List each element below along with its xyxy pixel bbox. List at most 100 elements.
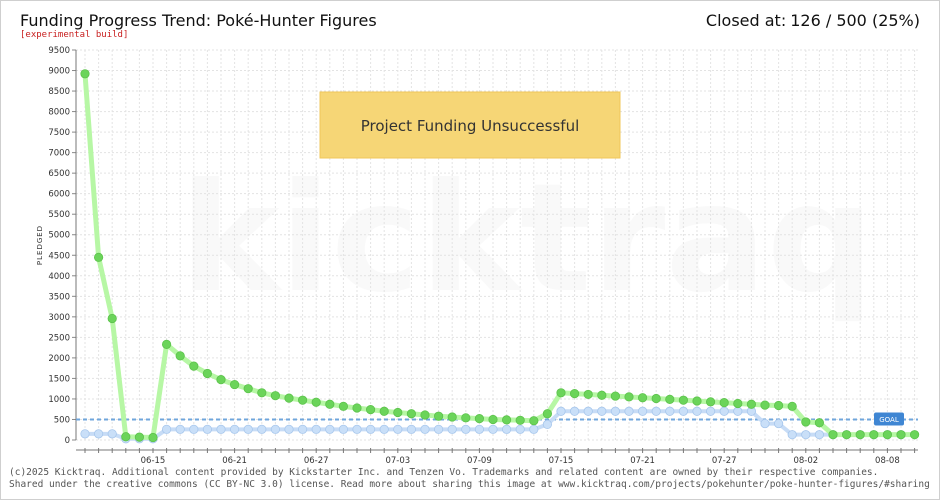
data-point-cumulative — [556, 406, 566, 416]
data-point-daily — [556, 388, 566, 398]
data-point-daily — [379, 406, 389, 416]
data-point-cumulative — [610, 406, 621, 416]
y-tick-label: 6500 — [48, 169, 70, 179]
data-point-daily — [406, 409, 416, 419]
data-point-daily — [828, 430, 838, 440]
chart-subtitle: [experimental build] — [20, 30, 129, 40]
data-point-cumulative — [814, 430, 825, 440]
data-point-daily — [134, 432, 144, 442]
data-point-daily — [760, 400, 770, 410]
x-tick-label: 06-27 — [304, 456, 329, 466]
data-point-cumulative — [297, 424, 308, 434]
data-point-cumulative — [243, 424, 253, 434]
data-point-cumulative — [230, 424, 240, 434]
data-point-cumulative — [202, 424, 212, 434]
y-tick-label: 6000 — [48, 190, 70, 200]
data-point-cumulative — [787, 430, 797, 440]
data-point-daily — [420, 410, 430, 420]
data-point-cumulative — [461, 424, 471, 434]
data-point-cumulative — [162, 424, 172, 434]
data-point-daily — [433, 411, 444, 421]
y-tick-label: 8000 — [48, 108, 70, 118]
data-point-daily — [855, 430, 865, 440]
data-point-cumulative — [107, 429, 117, 439]
x-tick-label: 07-21 — [630, 456, 655, 466]
data-point-daily — [583, 389, 593, 400]
data-point-daily — [311, 397, 321, 407]
data-point-cumulative — [529, 424, 539, 434]
status-box — [319, 91, 621, 159]
watermark-text: kicktraq — [180, 152, 874, 326]
x-tick-label: 07-09 — [467, 456, 492, 466]
footer-line-2: Shared under the creative commons (CC BY… — [9, 478, 930, 490]
y-tick-label: 1500 — [48, 374, 70, 384]
y-tick-label: 9000 — [48, 67, 70, 77]
data-point-cumulative — [325, 424, 335, 434]
data-point-cumulative — [284, 424, 294, 434]
y-tick-label: 9500 — [48, 46, 70, 56]
footer-credits: (c)2025 Kicktraq. Additional content pro… — [9, 467, 930, 490]
data-point-daily — [148, 432, 158, 443]
data-point-daily — [202, 368, 212, 379]
x-tick-label: 06-15 — [141, 456, 166, 466]
data-point-daily — [651, 393, 661, 404]
data-point-daily — [773, 400, 784, 411]
data-point-daily — [678, 395, 689, 405]
data-point-cumulative — [406, 424, 416, 434]
data-point-cumulative — [583, 406, 593, 416]
data-point-daily — [488, 414, 498, 425]
data-point-cumulative — [175, 424, 185, 434]
data-point-cumulative — [760, 418, 770, 429]
y-tick-label: 3000 — [48, 313, 70, 323]
data-point-daily — [393, 407, 403, 418]
data-point-daily — [515, 415, 525, 425]
y-tick-label: 7500 — [48, 128, 70, 138]
data-point-cumulative — [733, 406, 743, 416]
data-point-cumulative — [420, 424, 430, 434]
data-point-daily — [270, 391, 280, 401]
data-point-cumulative — [597, 406, 607, 416]
data-point-cumulative — [393, 424, 403, 434]
data-point-daily — [569, 389, 580, 399]
data-point-cumulative — [365, 424, 376, 434]
data-point-daily — [882, 430, 893, 440]
data-point-cumulative — [501, 424, 512, 434]
data-point-daily — [257, 388, 267, 398]
data-point-cumulative — [719, 406, 729, 416]
data-point-daily — [365, 405, 376, 415]
y-tick-label: 3500 — [48, 292, 70, 302]
data-point-daily — [529, 416, 539, 426]
data-point-cumulative — [651, 406, 661, 416]
data-point-cumulative — [447, 424, 457, 434]
goal-badge-label: GOAL — [879, 416, 899, 424]
y-tick-label: 7000 — [48, 149, 70, 159]
status-annotation: Project Funding Unsuccessful — [361, 117, 580, 135]
data-point-cumulative — [257, 424, 267, 434]
data-point-daily — [175, 351, 185, 361]
data-point-daily — [692, 396, 702, 406]
data-point-daily — [597, 390, 607, 400]
x-tick-label: 08-08 — [875, 456, 900, 466]
data-point-cumulative — [542, 419, 553, 429]
data-point-daily — [814, 418, 825, 428]
x-tick-label: 07-15 — [549, 456, 574, 466]
data-point-daily — [542, 409, 553, 419]
y-tick-label: 4000 — [48, 272, 70, 282]
data-point-cumulative — [338, 424, 348, 434]
x-tick-label: 07-27 — [712, 456, 737, 466]
data-point-cumulative — [94, 429, 104, 439]
data-point-daily — [189, 361, 199, 371]
data-point-cumulative — [678, 406, 689, 416]
data-point-cumulative — [433, 424, 444, 434]
y-tick-label: 4500 — [48, 251, 70, 261]
y-tick-label: 500 — [54, 415, 70, 425]
data-point-daily — [325, 399, 335, 409]
closed-value: 126 / 500 (25%) — [790, 11, 920, 30]
data-point-daily — [216, 375, 226, 385]
data-point-daily — [610, 391, 621, 401]
chart-title: Funding Progress Trend: Poké-Hunter Figu… — [20, 11, 377, 30]
data-point-cumulative — [637, 406, 648, 416]
data-point-cumulative — [352, 424, 362, 434]
data-point-daily — [501, 415, 512, 425]
